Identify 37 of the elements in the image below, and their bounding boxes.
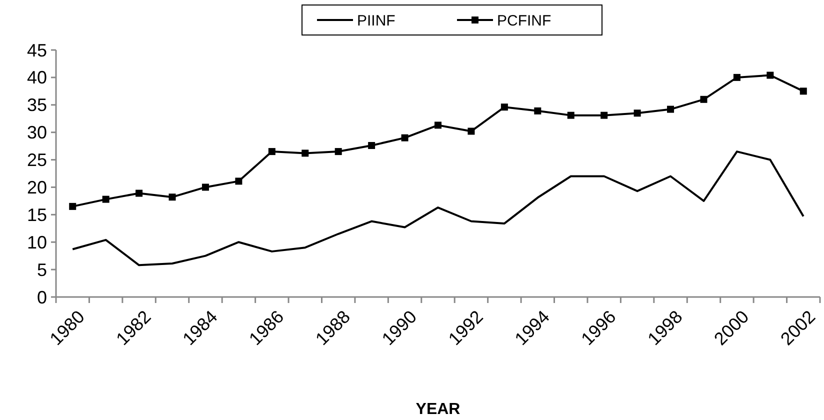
point [69,202,76,210]
y-tick-label: 0 [36,287,47,308]
y-tick-label: 35 [26,95,47,116]
line-series [72,150,804,266]
point [235,178,242,185]
point [334,148,342,156]
point [766,72,774,79]
y-tick-label: 15 [26,204,47,225]
point [700,96,708,103]
point [136,190,143,197]
y-tick-label: 30 [26,122,47,143]
point [368,142,376,150]
point [667,106,674,113]
point [534,107,542,114]
y-tick-label: 20 [26,178,47,198]
point [434,122,442,129]
point [302,150,309,157]
y-tick-label: 10 [26,232,47,252]
y-tick-label: 45 [26,40,47,60]
point [102,196,110,203]
point [567,112,574,119]
point [600,112,608,119]
point [168,194,176,201]
point [468,128,475,135]
legend-label: PCFINF [497,12,552,30]
y-tick-label: 25 [26,150,47,170]
point [268,148,276,156]
y-tick-label: 40 [26,68,47,88]
legend-label: PIINF [357,12,396,30]
point [800,88,807,95]
point [500,104,508,111]
x-axis-title: YEAR [416,401,461,418]
point [634,110,641,117]
point [202,184,209,191]
point [401,134,408,142]
point [733,74,740,81]
y-tick-label: 5 [36,260,47,280]
